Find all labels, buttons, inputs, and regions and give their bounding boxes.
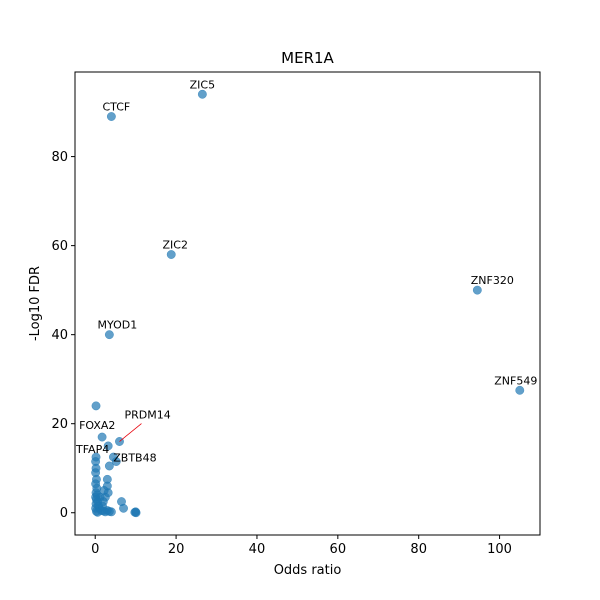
data-point xyxy=(103,441,113,451)
x-tick-label: 60 xyxy=(330,542,347,557)
y-tick-label: 20 xyxy=(51,417,68,432)
point-annotations: ZIC5 CTCF ZIC2 ZNF320 MYOD1 ZNF549 FOXA2 PRDM14… xyxy=(75,78,537,464)
point-label: ZNF549 xyxy=(494,374,537,387)
point-label: CTCF xyxy=(103,101,131,114)
plot-area xyxy=(74,71,541,536)
data-point xyxy=(108,452,118,462)
data-point xyxy=(106,112,116,121)
data-point xyxy=(106,507,116,517)
data-points xyxy=(91,89,525,518)
annotation-leader-line xyxy=(119,423,142,442)
y-tick-label: 40 xyxy=(51,328,68,343)
data-point xyxy=(166,250,176,259)
data-point xyxy=(91,401,101,411)
point-label: PRDM14 xyxy=(124,409,170,422)
data-point xyxy=(104,461,114,471)
y-axis-label: -Log10 FDR xyxy=(28,266,43,341)
point-label: FOXA2 xyxy=(79,419,115,432)
data-point xyxy=(472,285,482,295)
x-tick-label: 100 xyxy=(487,542,512,557)
data-point xyxy=(515,385,525,395)
chart-title: MER1A xyxy=(281,49,334,67)
data-point xyxy=(104,330,114,340)
data-point xyxy=(97,432,107,442)
point-label: ZIC2 xyxy=(163,239,188,252)
data-point xyxy=(119,503,128,513)
point-label: ZBTB48 xyxy=(113,452,156,465)
y-axis-ticks: 0 20 40 60 80 xyxy=(51,150,75,521)
x-tick-label: 40 xyxy=(249,542,266,557)
data-point xyxy=(93,507,103,517)
data-point xyxy=(197,89,207,99)
data-point xyxy=(131,508,141,518)
point-label: ZIC5 xyxy=(190,78,215,91)
data-point xyxy=(98,501,107,511)
data-point xyxy=(103,488,113,498)
y-tick-label: 0 xyxy=(60,506,68,521)
point-label: ZNF320 xyxy=(471,274,514,287)
x-tick-label: 0 xyxy=(91,542,99,557)
x-axis-label: Odds ratio xyxy=(274,563,342,578)
x-axis-ticks: 0 20 40 60 80 100 xyxy=(91,535,512,557)
y-tick-label: 80 xyxy=(51,150,68,165)
x-tick-label: 80 xyxy=(410,542,427,557)
x-tick-label: 20 xyxy=(168,542,185,557)
point-label: MYOD1 xyxy=(97,319,137,332)
y-tick-label: 60 xyxy=(51,239,68,254)
point-label: TFAP4 xyxy=(75,443,109,456)
